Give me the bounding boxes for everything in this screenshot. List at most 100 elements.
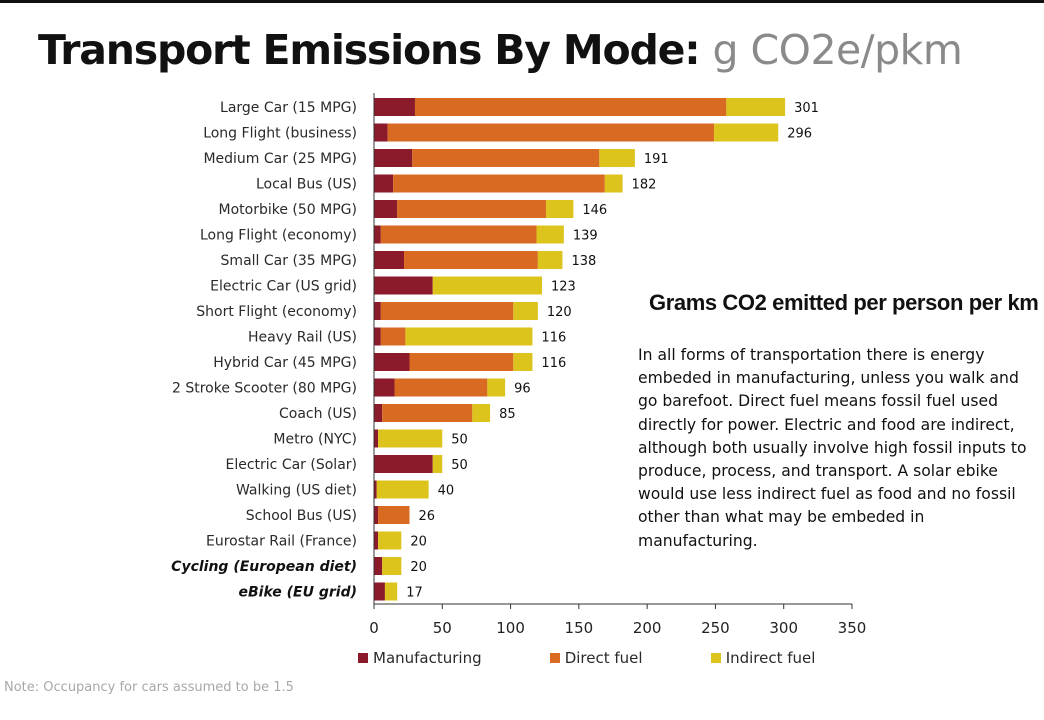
category-label-eurostar-rail-france: Eurostar Rail (France) [206,534,357,550]
bar-segment-direct-fuel-long-flight-economy [380,225,537,244]
bar-segment-direct-fuel-short-flight-economy [380,302,514,320]
footnote: Note: Occupancy for cars assumed to be 1… [4,680,294,695]
bar-segment-manufacturing-short-flight-economy [374,302,381,320]
bar-segment-indirect-fuel-long-flight-economy [536,225,564,244]
total-label-motorbike-50-mpg: 146 [582,203,607,218]
legend-item-manufacturing: Manufacturing [358,649,482,667]
legend-item-indirect-fuel: Indirect fuel [710,649,816,667]
bar-segment-indirect-fuel-electric-car-us-grid [432,276,542,295]
bar-segment-indirect-fuel-eurostar-rail-france [378,531,402,550]
bar-segment-direct-fuel-motorbike-50-mpg [397,200,547,218]
bar-segment-manufacturing-long-flight-economy [374,225,381,244]
total-label-coach-us: 85 [499,407,516,422]
bar-segment-manufacturing-metro-nyc [374,429,379,448]
legend-label-direct-fuel: Direct fuel [564,649,643,667]
x-axis: 0 50 100 150 200 250 300 350 [369,93,866,637]
bar-segment-direct-fuel-large-car-15-mpg [414,98,727,116]
bar-segment-indirect-fuel-small-car-35-mpg [537,251,563,269]
category-labels: Large Car (15 MPG) Long Flight (business)… [171,100,357,601]
category-label-electric-car-us-grid: Electric Car (US grid) [210,279,357,295]
side-panel-heading: Grams CO2 emitted per person per km [649,290,1039,315]
category-label-electric-car-solar: Electric Car (Solar) [226,457,358,473]
bar-segment-manufacturing-hybrid-car-45-mpg [374,353,410,371]
category-label-hybrid-car-45-mpg: Hybrid Car (45 MPG) [213,355,357,371]
total-label-ebike-eu-grid: 17 [406,586,423,601]
bar-segment-direct-fuel-hybrid-car-45-mpg [409,353,514,371]
bar-segment-indirect-fuel-cycling-european-diet [382,557,402,575]
x-tick-label-300: 300 [769,619,798,637]
category-label-local-bus-us: Local Bus (US) [256,177,357,193]
bar-segment-indirect-fuel-heavy-rail-us [405,327,533,346]
bar-segment-manufacturing-small-car-35-mpg [374,251,405,269]
bar-segment-indirect-fuel-motorbike-50-mpg [546,200,574,218]
bar-segment-manufacturing-coach-us [374,404,383,422]
bar-segment-indirect-fuel-electric-car-solar [432,455,443,473]
category-label-school-bus-us: School Bus (US) [246,508,357,524]
bar-segment-direct-fuel-heavy-rail-us [380,327,406,346]
bar-segment-manufacturing-ebike-eu-grid [374,582,385,601]
legend: Manufacturing Direct fuel Indirect fuel [358,648,815,668]
bar-segment-indirect-fuel-medium-car-25-mpg [599,149,635,167]
category-label-short-flight-economy: Short Flight (economy) [196,304,357,320]
total-label-long-flight-business: 296 [787,127,812,142]
bar-segment-manufacturing-walking-us-diet [374,480,377,499]
bar-segment-manufacturing-motorbike-50-mpg [374,200,398,218]
legend-label-manufacturing: Manufacturing [373,649,482,667]
bar-segment-indirect-fuel-large-car-15-mpg [726,98,786,116]
total-label-electric-car-us-grid: 123 [551,280,576,295]
category-label-small-car-35-mpg: Small Car (35 MPG) [221,253,357,269]
bar-segment-indirect-fuel-coach-us [472,404,491,422]
total-label-walking-us-diet: 40 [438,484,455,499]
bar-segment-indirect-fuel-2-stroke-scooter-80-mpg [487,378,506,397]
x-tick-label-100: 100 [496,619,525,637]
x-tick-label-250: 250 [701,619,730,637]
category-label-coach-us: Coach (US) [279,406,357,422]
bar-segment-indirect-fuel-short-flight-economy [513,302,538,320]
legend-label-indirect-fuel: Indirect fuel [725,649,816,667]
total-label-hybrid-car-45-mpg: 116 [541,356,566,371]
x-tick-label-200: 200 [633,619,662,637]
bar-segment-direct-fuel-medium-car-25-mpg [412,149,600,167]
bar-segment-manufacturing-electric-car-solar [374,455,433,473]
category-label-cycling-european-diet: Cycling (European diet) [171,559,357,575]
category-label-motorbike-50-mpg: Motorbike (50 MPG) [219,202,357,218]
x-tick-label-350: 350 [838,619,867,637]
bar-segment-manufacturing-local-bus-us [374,174,394,193]
bar-segment-manufacturing-long-flight-business [374,123,388,142]
total-label-eurostar-rail-france: 20 [410,535,427,550]
x-tick-label-50: 50 [433,619,452,637]
category-label-medium-car-25-mpg: Medium Car (25 MPG) [203,151,357,167]
bar-segment-manufacturing-2-stroke-scooter-80-mpg [374,378,395,397]
total-label-heavy-rail-us: 116 [541,331,566,346]
legend-item-direct-fuel: Direct fuel [549,649,643,667]
bar-segment-direct-fuel-2-stroke-scooter-80-mpg [394,378,488,397]
bar-segment-indirect-fuel-long-flight-business [714,123,779,142]
bar-segment-direct-fuel-coach-us [382,404,473,422]
category-label-metro-nyc: Metro (NYC) [273,432,357,448]
total-label-medium-car-25-mpg: 191 [644,152,669,167]
total-label-2-stroke-scooter-80-mpg: 96 [514,382,531,397]
bar-segment-direct-fuel-local-bus-us [393,174,605,193]
chart-title-main: Transport Emissions By Mode: [38,26,701,74]
bar-segment-indirect-fuel-hybrid-car-45-mpg [513,353,533,371]
bar-segment-manufacturing-heavy-rail-us [374,327,381,346]
x-tick-label-0: 0 [369,619,379,637]
bar-segment-direct-fuel-school-bus-us [378,506,410,524]
bar-segment-manufacturing-cycling-european-diet [374,557,383,575]
bar-segment-direct-fuel-long-flight-business [387,123,715,142]
total-value-labels: 301 296 191 182 146 139 138 123 120 116 116 96 85 50 5… [406,101,819,601]
bar-segment-manufacturing-medium-car-25-mpg [374,149,413,167]
total-label-metro-nyc: 50 [451,433,468,448]
x-tick-label-150: 150 [565,619,594,637]
total-label-long-flight-economy: 139 [573,229,598,244]
bar-segment-manufacturing-eurostar-rail-france [374,531,379,550]
category-label-heavy-rail-us: Heavy Rail (US) [248,330,357,346]
category-label-walking-us-diet: Walking (US diet) [236,483,357,499]
side-panel-body: In all forms of transportation there is … [638,346,1027,550]
bar-segment-manufacturing-large-car-15-mpg [374,98,415,116]
legend-swatch-indirect-fuel [710,653,721,663]
total-label-large-car-15-mpg: 301 [794,101,819,116]
category-label-2-stroke-scooter-80-mpg: 2 Stroke Scooter (80 MPG) [172,381,357,397]
top-rule [0,0,1044,3]
chart-title-unit: g CO2e/pkm [712,26,963,74]
